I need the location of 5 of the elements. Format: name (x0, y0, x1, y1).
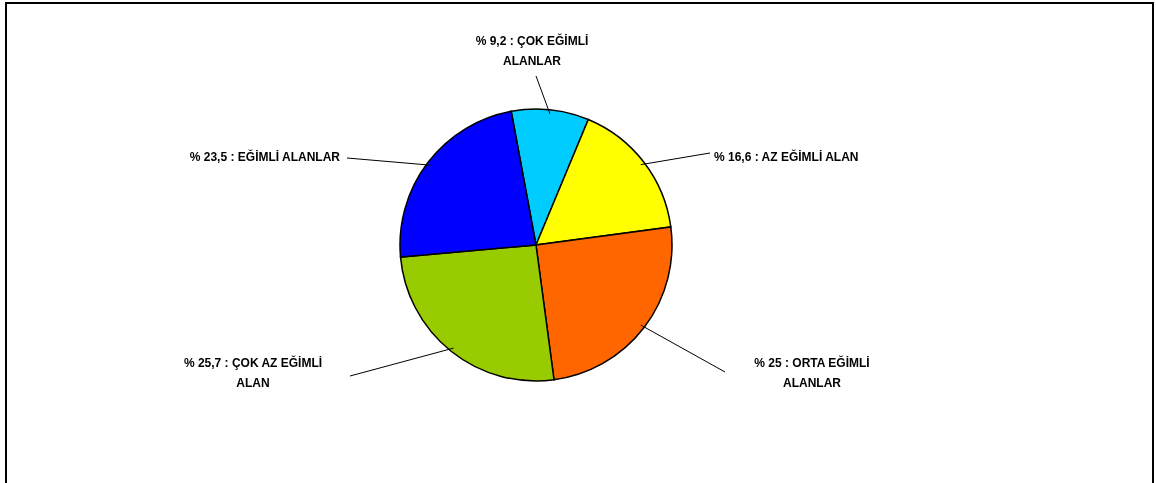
slice-label: % 9,2 : ÇOK EĞİMLİ ALANLAR (475, 33, 589, 68)
slice-label: % 23,5 : EĞİMLİ ALANLAR (189, 149, 341, 164)
slice-label: % 25,7 : ÇOK AZ EĞİMLİ ALAN (183, 355, 323, 390)
slice-label: % 25 : ORTA EĞİMLİ ALANLAR (754, 355, 870, 390)
slice-label: % 16,6 : AZ EĞİMLİ ALAN (714, 149, 859, 164)
